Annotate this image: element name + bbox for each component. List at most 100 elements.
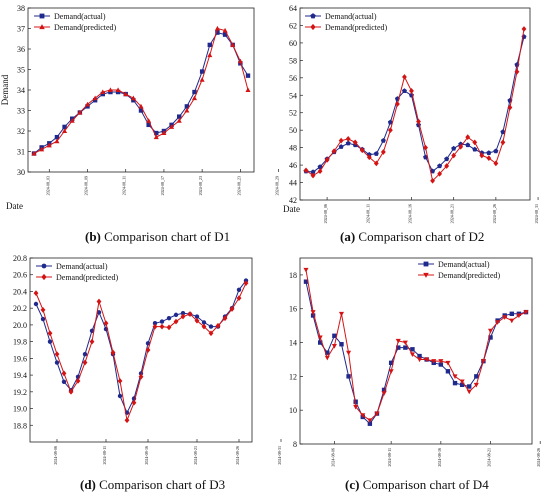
legend-label-d1: Demand(predicted) <box>54 23 117 32</box>
data-point-d2-actual <box>486 150 492 156</box>
xtick-label-d4: 2024-08-11 <box>387 448 392 467</box>
ytick-label-d2: 54 <box>289 91 297 100</box>
legend-label-d4: Demand(actual) <box>438 260 490 269</box>
ytick-label-d3: 19.8 <box>13 338 27 347</box>
data-point-d2-actual <box>387 119 393 125</box>
data-point-d3-actual <box>96 310 102 315</box>
caption-d2-text: Comparison chart of D2 <box>355 229 484 244</box>
data-point-d2-actual <box>317 164 323 169</box>
xtick-label-d3: 2024-08-26 <box>235 446 240 465</box>
ytick-label-d3: 20.0 <box>13 321 27 330</box>
caption-d3-letter: (d) <box>80 477 96 492</box>
data-point-d2-actual <box>401 88 407 94</box>
data-point-d3-actual <box>173 312 179 318</box>
data-point-d4-predicted <box>331 343 337 349</box>
xtick-label-d3: 2024-08-21 <box>193 446 198 465</box>
data-point-d2-predicted <box>338 137 344 144</box>
xtick-label-d4: 2024-08-26 <box>536 448 541 467</box>
data-point-d4-predicted <box>346 350 352 356</box>
chart-panel-d4: 8 10 12 14 16 18 2024-08-06 2024-08-11 2024-08-1… <box>289 257 541 467</box>
ytick-label-d2: 50 <box>289 126 297 135</box>
data-point-d3-actual <box>40 316 46 322</box>
data-point-d1-actual <box>138 108 144 113</box>
data-point-d4-predicted <box>452 374 458 380</box>
data-point-d3-predicted <box>110 349 116 356</box>
ytick-label-d1: 37 <box>17 25 25 34</box>
data-point-d4-actual <box>388 360 394 366</box>
data-point-d4-actual <box>346 374 351 379</box>
data-point-d2-predicted <box>493 160 499 167</box>
data-point-d4-predicted <box>338 311 345 317</box>
data-point-d4-predicted <box>381 391 387 396</box>
data-point-d2-actual <box>465 142 471 148</box>
caption-d2: (a) Comparison chart of D2 <box>340 229 484 244</box>
data-point-d4-predicted <box>388 369 394 374</box>
xtick-label-d2: 2024-08_31 <box>534 204 539 223</box>
data-point-d3-predicted <box>201 323 207 330</box>
data-point-d3-actual <box>208 324 214 329</box>
xtick-label-d1: 2024-08_29 <box>275 176 280 195</box>
ytick-label-d4: 12 <box>289 372 297 381</box>
ytick-label-d3: 19.2 <box>13 388 27 397</box>
yaxis-label-d1: Demand <box>0 74 10 105</box>
data-point-d4-predicted <box>424 357 430 363</box>
ytick-label-d2: 58 <box>289 56 297 65</box>
ytick-label-d2: 52 <box>289 109 297 118</box>
data-point-d1-actual <box>245 73 251 78</box>
data-point-d3-predicted <box>215 322 221 329</box>
data-point-d4-actual <box>410 347 415 352</box>
data-point-d2-predicted <box>402 74 407 80</box>
ytick-label-d1: 30 <box>17 168 25 177</box>
xtick-label-d1: 2024-08_03 <box>45 176 50 195</box>
data-point-d1-predicted <box>169 124 175 129</box>
data-point-d2-predicted <box>500 139 506 146</box>
data-point-d1-predicted <box>100 89 106 95</box>
ytick-label-d1: 31 <box>17 148 25 157</box>
xtick-label-d3: 2024-08-06 <box>53 446 58 465</box>
data-point-d4-actual <box>488 335 493 340</box>
data-point-d3-predicted <box>145 347 151 353</box>
xtick-label-d3: 2024-08-11 <box>102 446 107 465</box>
data-point-d3-predicted <box>138 373 144 380</box>
plot-frame-d2 <box>299 7 531 201</box>
caption-d3-text: Comparison chart of D3 <box>96 477 225 492</box>
data-point-d4-actual <box>317 340 323 345</box>
data-point-d3-actual <box>47 339 53 344</box>
data-point-d1-actual <box>100 91 105 97</box>
data-point-d4-actual <box>381 387 387 393</box>
data-point-d3-actual <box>152 321 158 326</box>
data-point-d3-predicted <box>229 306 235 312</box>
ytick-label-d2: 62 <box>289 21 297 30</box>
data-point-d4-predicted <box>409 352 415 358</box>
data-point-d2-predicted <box>430 177 436 184</box>
data-point-d1-predicted <box>115 87 121 92</box>
data-point-d3-actual <box>33 301 39 307</box>
data-point-d4-predicted <box>523 310 529 315</box>
data-point-d4-predicted <box>310 310 316 315</box>
legend-marker-d2 <box>310 13 316 19</box>
data-point-d2-predicted <box>451 152 457 159</box>
legend-marker-d3 <box>41 263 47 269</box>
data-point-d2-predicted <box>394 101 400 107</box>
data-point-d2-predicted <box>472 139 478 146</box>
data-point-d3-predicted <box>222 315 228 322</box>
legend-label-d3: Demand(predicted) <box>56 273 119 282</box>
data-point-d3-predicted <box>180 313 186 320</box>
data-point-d1-predicted <box>46 142 52 148</box>
plot-frame-d3 <box>29 257 253 443</box>
data-point-d3-actual <box>236 287 242 292</box>
data-point-d3-actual <box>117 393 123 399</box>
data-point-d2-predicted <box>514 68 520 75</box>
legend-marker-d1 <box>39 13 45 19</box>
caption-d2-letter: (a) <box>340 229 355 244</box>
xtick-label-d1: 2024-08_17 <box>160 176 165 195</box>
data-point-d4-actual <box>403 345 408 350</box>
data-point-d2-predicted <box>444 163 450 169</box>
xtick-label-d1: 2024-08_23 <box>236 176 241 195</box>
data-point-d1-predicted <box>153 134 159 140</box>
data-point-d3-predicted <box>236 295 242 302</box>
caption-d1-letter: (b) <box>85 229 101 244</box>
data-point-d4-actual <box>438 362 444 367</box>
data-point-d3-actual <box>201 320 207 325</box>
data-point-d4-predicted <box>395 338 401 344</box>
